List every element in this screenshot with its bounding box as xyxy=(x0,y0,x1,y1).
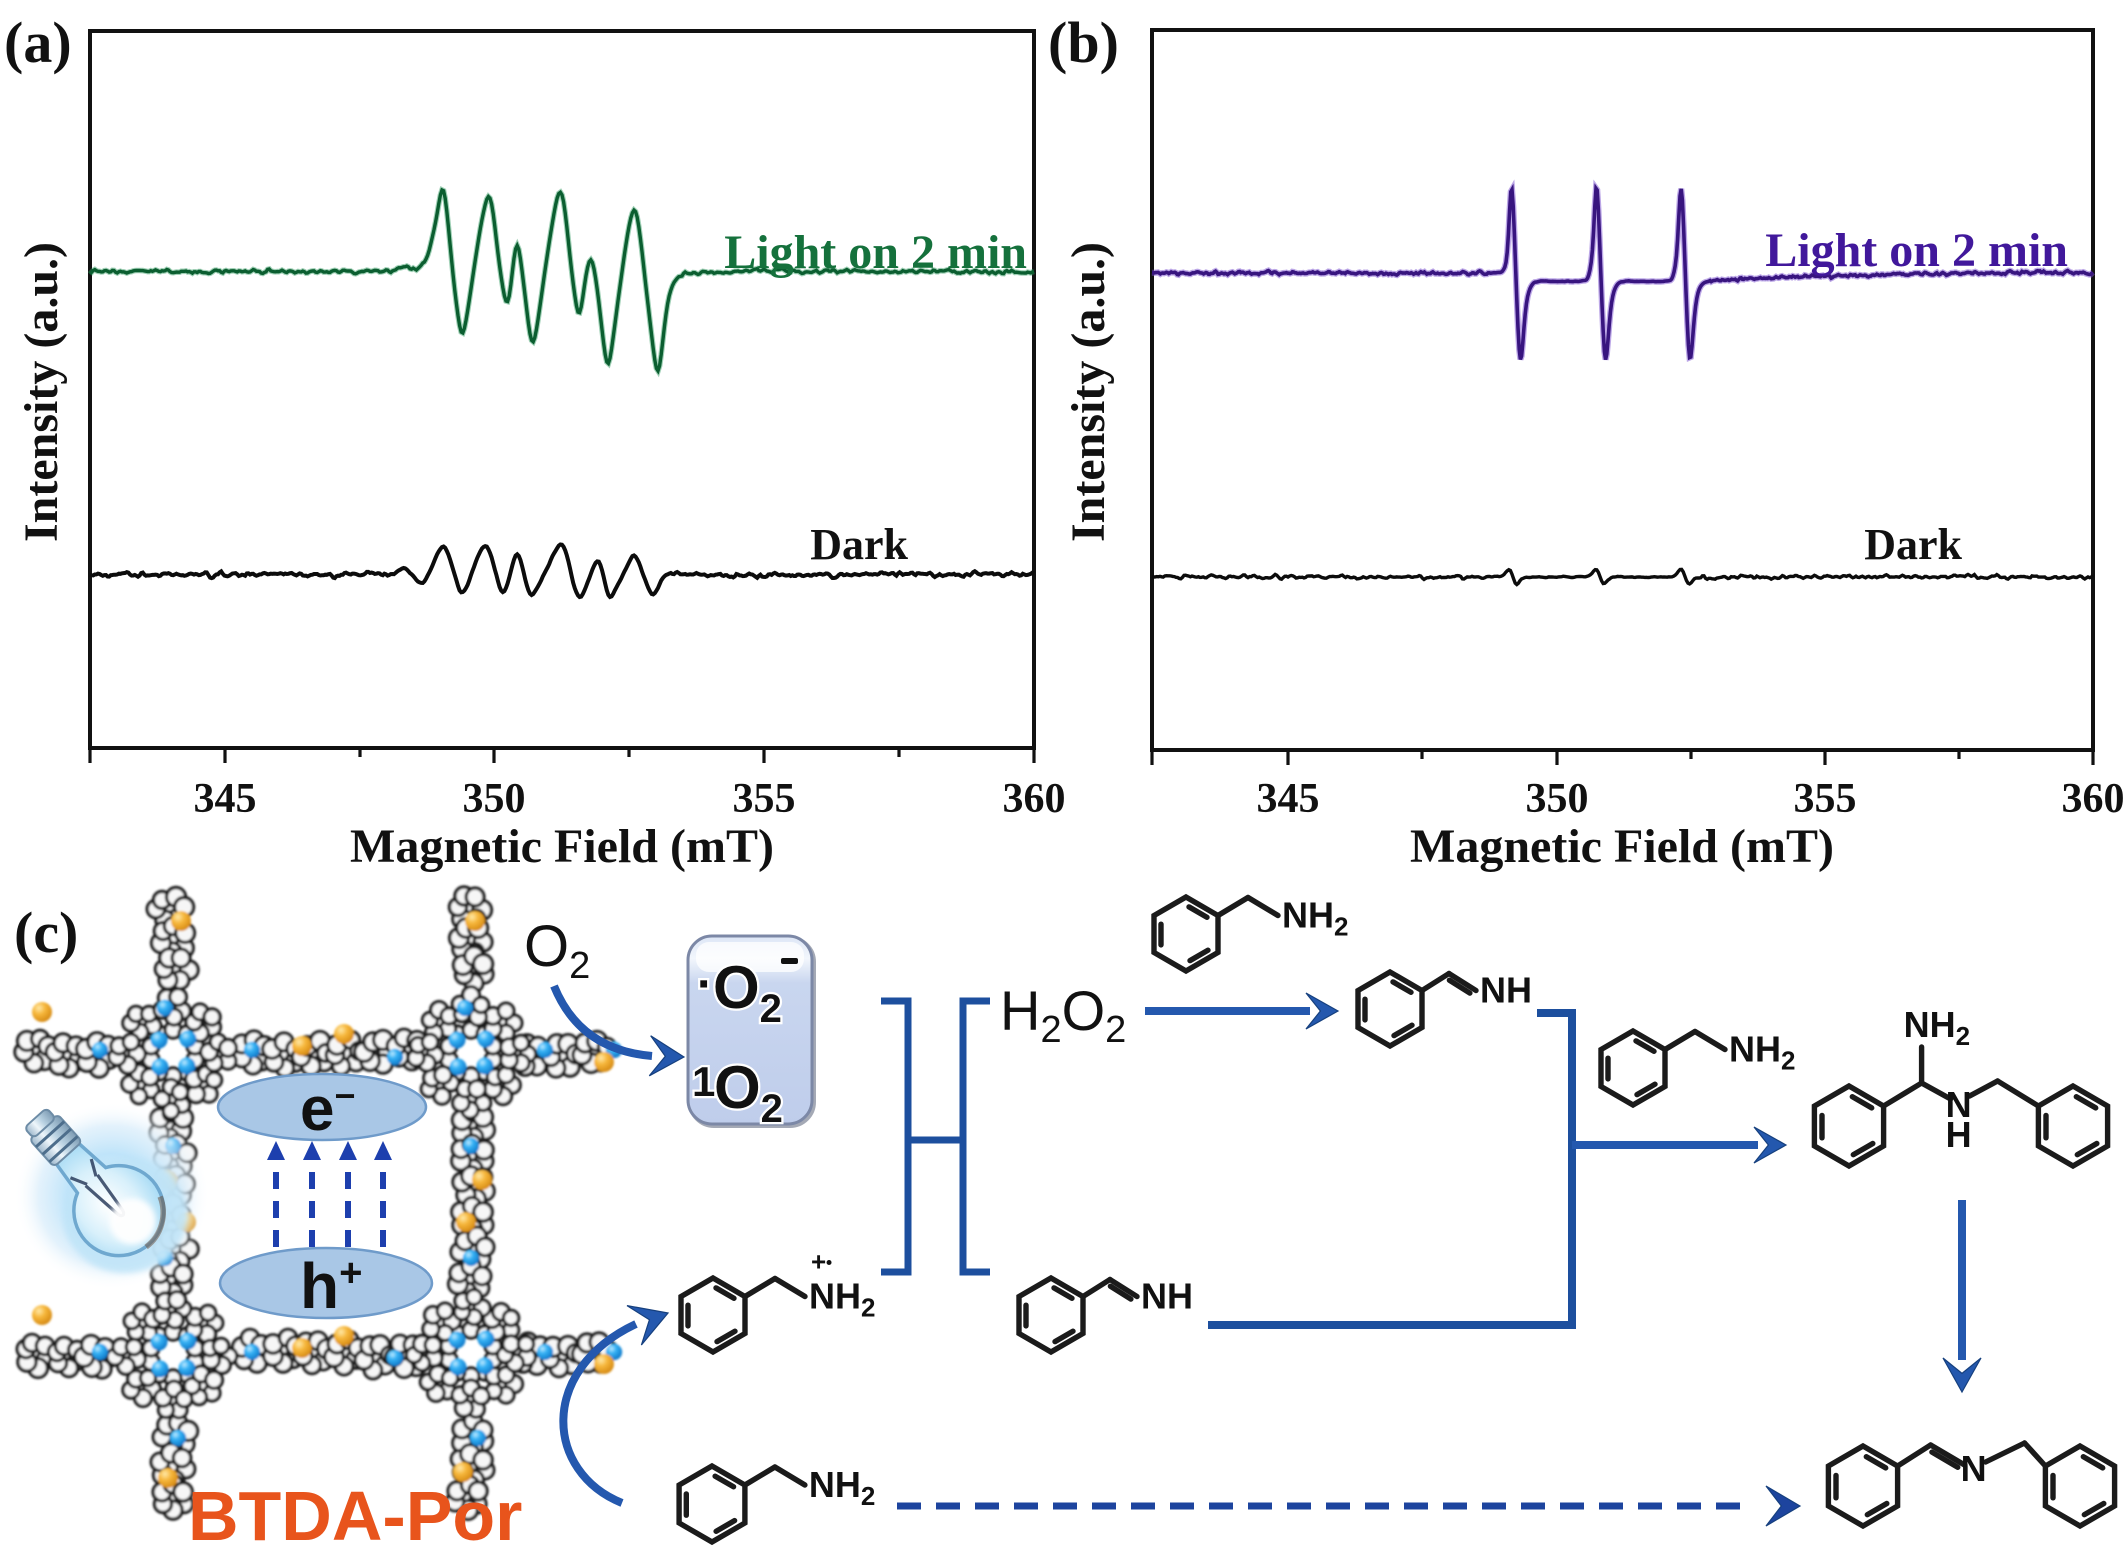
svg-text:345: 345 xyxy=(1257,776,1320,822)
svg-text:H2O2: H2O2 xyxy=(1000,979,1126,1051)
svg-text:Light on 2 min: Light on 2 min xyxy=(1765,224,2068,277)
svg-text:NH: NH xyxy=(1480,970,1532,1011)
svg-text:Dark: Dark xyxy=(1864,520,1962,569)
svg-text:345: 345 xyxy=(194,776,257,822)
svg-text:355: 355 xyxy=(733,776,796,822)
svg-text:(a): (a) xyxy=(4,10,72,75)
svg-text:(b): (b) xyxy=(1048,10,1119,75)
svg-text:NH2: NH2 xyxy=(1282,895,1348,942)
svg-text:Intensity (a.u.): Intensity (a.u.) xyxy=(15,242,68,542)
svg-text:N: N xyxy=(1946,1084,1972,1125)
svg-text:Dark: Dark xyxy=(810,520,908,569)
svg-text:350: 350 xyxy=(463,776,526,822)
svg-text:+: + xyxy=(811,1247,826,1277)
svg-text:350: 350 xyxy=(1526,776,1589,822)
svg-text:355: 355 xyxy=(1794,776,1857,822)
svg-text:BTDA-Por: BTDA-Por xyxy=(188,1477,522,1548)
svg-text:NH: NH xyxy=(1141,1276,1193,1317)
svg-text:Light on 2 min: Light on 2 min xyxy=(724,226,1027,279)
svg-text:H: H xyxy=(1946,1114,1972,1155)
svg-text:1: 1 xyxy=(692,1058,715,1105)
svg-text:·: · xyxy=(697,958,713,1011)
svg-text:N: N xyxy=(1961,1448,1987,1489)
svg-text:360: 360 xyxy=(1003,776,1066,822)
svg-text:Magnetic Field (mT): Magnetic Field (mT) xyxy=(1410,820,1834,873)
svg-text:360: 360 xyxy=(2062,776,2125,822)
svg-text:(c): (c) xyxy=(14,900,78,965)
svg-text:Magnetic Field (mT): Magnetic Field (mT) xyxy=(350,820,774,873)
svg-text:Intensity (a.u.): Intensity (a.u.) xyxy=(1062,242,1115,542)
